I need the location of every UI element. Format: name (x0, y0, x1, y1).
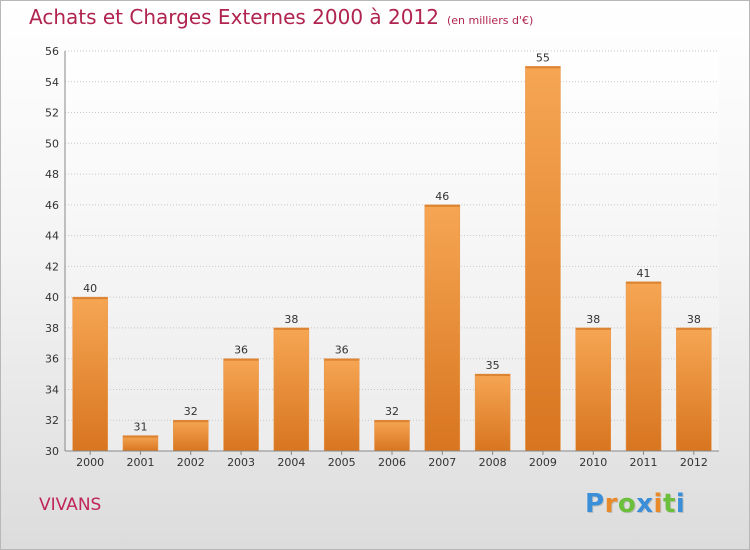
x-tick-label: 2010 (579, 456, 607, 469)
x-tick-label: 2011 (630, 456, 658, 469)
bar-top-edge (626, 281, 662, 284)
data-label: 40 (83, 282, 97, 295)
data-label: 38 (687, 313, 701, 326)
bar-top-edge (72, 297, 108, 300)
x-tick-label: 2004 (277, 456, 305, 469)
bar-2004 (273, 327, 310, 452)
bar-top-edge (173, 420, 209, 423)
bar-top-edge (525, 66, 561, 69)
plot-area (65, 51, 719, 451)
x-tick-label: 2003 (227, 456, 255, 469)
y-tick-label: 48 (45, 168, 59, 181)
y-tick-label: 54 (45, 76, 59, 89)
data-label: 41 (637, 267, 651, 280)
logo-letter: o (617, 489, 637, 519)
data-label: 46 (435, 190, 449, 203)
x-tick-label: 2008 (479, 456, 507, 469)
data-label: 32 (184, 405, 198, 418)
bar-2006 (374, 419, 410, 452)
bar-top-edge (475, 374, 511, 377)
x-tick-label: 2009 (529, 456, 557, 469)
bar-2011 (625, 281, 662, 452)
bar-2001 (122, 435, 159, 452)
x-tick-label: 2007 (428, 456, 456, 469)
bar-top-edge (273, 327, 309, 330)
logo-letter: t (662, 489, 676, 519)
logo-letter: i (675, 489, 686, 519)
y-tick-label: 34 (45, 383, 59, 396)
y-tick-label: 38 (45, 322, 59, 335)
bar-2007 (424, 204, 461, 452)
x-tick-label: 2001 (126, 456, 154, 469)
y-tick-label: 42 (45, 260, 59, 273)
data-label: 38 (586, 313, 600, 326)
data-label: 35 (486, 359, 500, 372)
y-tick-label: 32 (45, 414, 59, 427)
logo-letter: r (604, 489, 618, 519)
bar-2008 (474, 373, 511, 452)
place-name: VIVANS (39, 495, 102, 515)
axis-layer: 30 32 34 36 38 40 42 44 46 48 50 52 54 56 2000 2001 2002… (45, 45, 719, 469)
bar-top-edge (424, 204, 460, 207)
bar-2002 (173, 419, 209, 452)
data-label: 55 (536, 51, 550, 64)
bar-top-edge (223, 358, 259, 361)
x-tick-label: 2000 (76, 456, 104, 469)
logo-letter: x (636, 489, 654, 519)
bar-2010 (575, 327, 611, 452)
y-tick-label: 46 (45, 199, 59, 212)
bar-2009 (525, 66, 561, 452)
y-tick-label: 50 (45, 137, 59, 150)
bar-layer (72, 66, 712, 452)
data-label: 36 (234, 344, 248, 357)
bar-top-edge (324, 358, 360, 361)
y-tick-label: 40 (45, 291, 59, 304)
bar-top-edge (575, 327, 611, 330)
data-label: 38 (284, 313, 298, 326)
chart-title-row: Achats et Charges Externes 2000 à 2012 (e… (29, 5, 533, 29)
data-label: 32 (385, 405, 399, 418)
data-label: 31 (133, 421, 147, 434)
x-tick-label: 2005 (328, 456, 356, 469)
bar-top-edge (374, 420, 410, 423)
y-tick-label: 44 (45, 230, 59, 243)
label-layer: 40 31 32 36 38 36 32 46 35 55 38 41 38 (83, 51, 701, 433)
bar-2003 (223, 358, 259, 452)
bar-top-edge (122, 435, 158, 438)
bar-2012 (676, 327, 712, 452)
y-tick-label: 56 (45, 45, 59, 58)
bar-2000 (72, 296, 108, 452)
y-tick-label: 52 (45, 107, 59, 120)
y-tick-label: 30 (45, 445, 59, 458)
x-tick-label: 2012 (680, 456, 708, 469)
x-tick-label: 2006 (378, 456, 406, 469)
y-tick-label: 36 (45, 353, 59, 366)
x-tick-label: 2002 (177, 456, 205, 469)
logo-letter: P (585, 489, 605, 519)
chart-title: Achats et Charges Externes 2000 à 2012 (29, 5, 439, 29)
logo-letter: i (653, 489, 663, 519)
data-label: 36 (335, 344, 349, 357)
bar-2005 (323, 358, 360, 452)
bar-top-edge (676, 327, 712, 330)
chart-unit: (en milliers d'€) (446, 14, 534, 27)
